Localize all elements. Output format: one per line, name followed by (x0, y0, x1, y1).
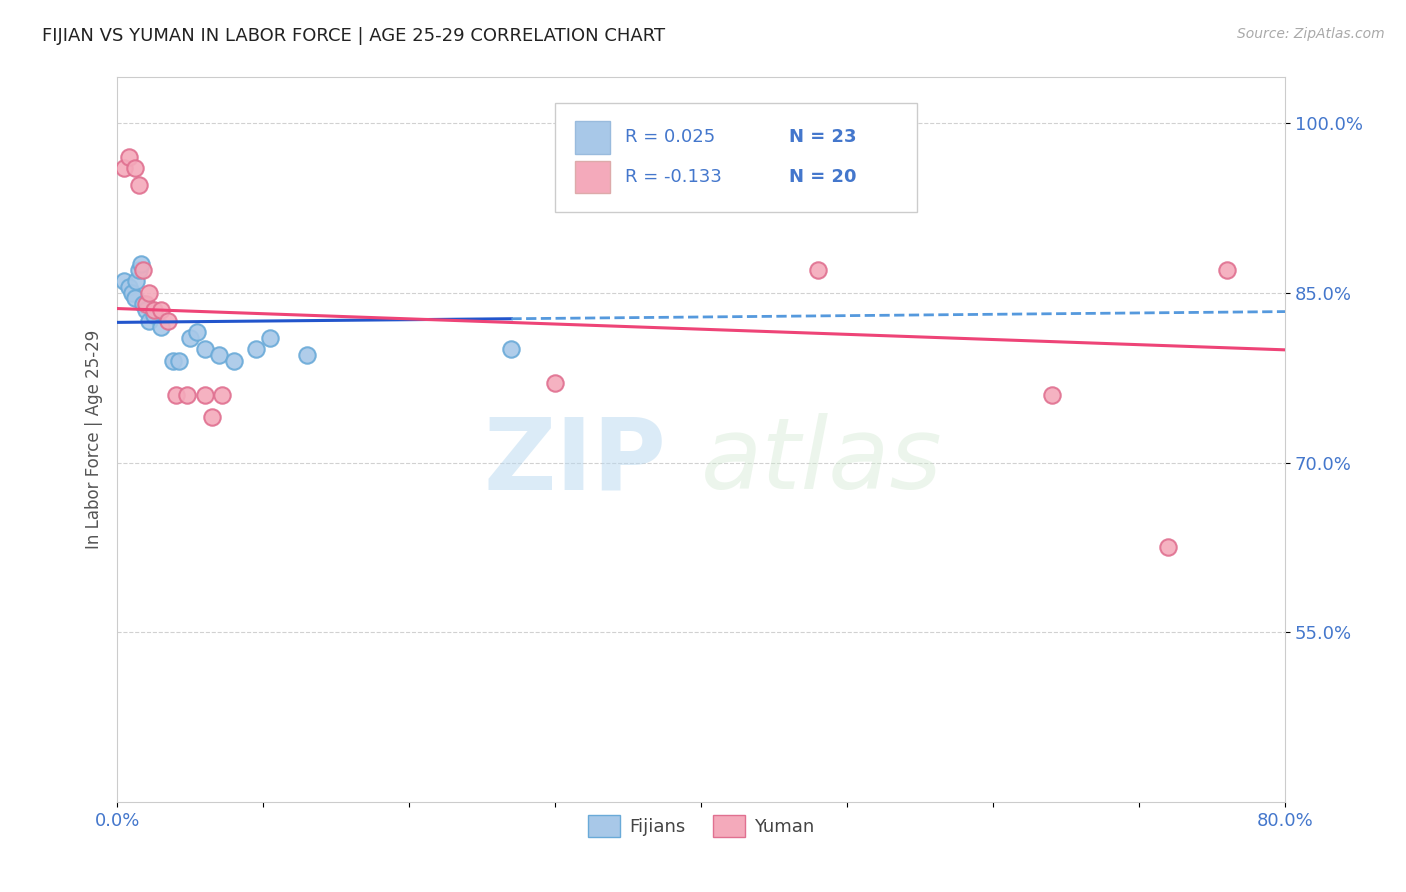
Point (201, 410, 224, 425)
Text: Source: ZipAtlas.com: Source: ZipAtlas.com (1237, 27, 1385, 41)
Point (544, 376, 567, 391)
Point (208, 348, 231, 362)
Point (150, 302, 173, 317)
Point (245, 343, 267, 357)
FancyBboxPatch shape (575, 161, 610, 194)
Point (167, 353, 190, 368)
Text: R = 0.025: R = 0.025 (626, 128, 716, 146)
Point (1157, 541, 1180, 555)
FancyBboxPatch shape (575, 121, 610, 153)
Point (135, 297, 157, 311)
Point (128, 263, 150, 277)
Text: N = 23: N = 23 (789, 128, 856, 146)
Point (132, 297, 155, 311)
Point (118, 280, 141, 294)
Text: R = -0.133: R = -0.133 (626, 168, 723, 186)
Point (807, 263, 830, 277)
Point (114, 274, 136, 288)
FancyBboxPatch shape (555, 103, 917, 211)
Point (259, 331, 281, 345)
Point (211, 387, 233, 401)
Text: atlas: atlas (702, 413, 943, 510)
Point (125, 274, 148, 288)
Point (165, 387, 187, 401)
Point (501, 343, 523, 357)
Point (129, 257, 152, 271)
Legend: Fijians, Yuman: Fijians, Yuman (581, 807, 821, 844)
Point (128, 178, 150, 192)
Point (295, 348, 318, 362)
Point (194, 343, 217, 357)
Y-axis label: In Labor Force | Age 25-29: In Labor Force | Age 25-29 (86, 330, 103, 549)
Text: N = 20: N = 20 (789, 168, 856, 186)
Text: FIJIAN VS YUMAN IN LABOR FORCE | AGE 25-29 CORRELATION CHART: FIJIAN VS YUMAN IN LABOR FORCE | AGE 25-… (42, 27, 665, 45)
Point (135, 302, 157, 317)
Point (222, 353, 245, 368)
Point (150, 319, 173, 334)
Text: ZIP: ZIP (484, 413, 666, 510)
Point (157, 314, 180, 328)
Point (142, 308, 165, 322)
Point (118, 150, 141, 164)
Point (179, 331, 201, 345)
Point (124, 291, 146, 305)
Point (1040, 387, 1063, 401)
Point (114, 161, 136, 175)
Point (1216, 263, 1239, 277)
Point (186, 325, 208, 339)
Point (162, 353, 184, 368)
Point (132, 263, 155, 277)
Point (176, 387, 198, 401)
Point (138, 285, 160, 300)
Point (138, 314, 160, 328)
Point (194, 387, 217, 401)
Point (142, 302, 165, 317)
Point (121, 285, 143, 300)
Point (124, 161, 146, 175)
